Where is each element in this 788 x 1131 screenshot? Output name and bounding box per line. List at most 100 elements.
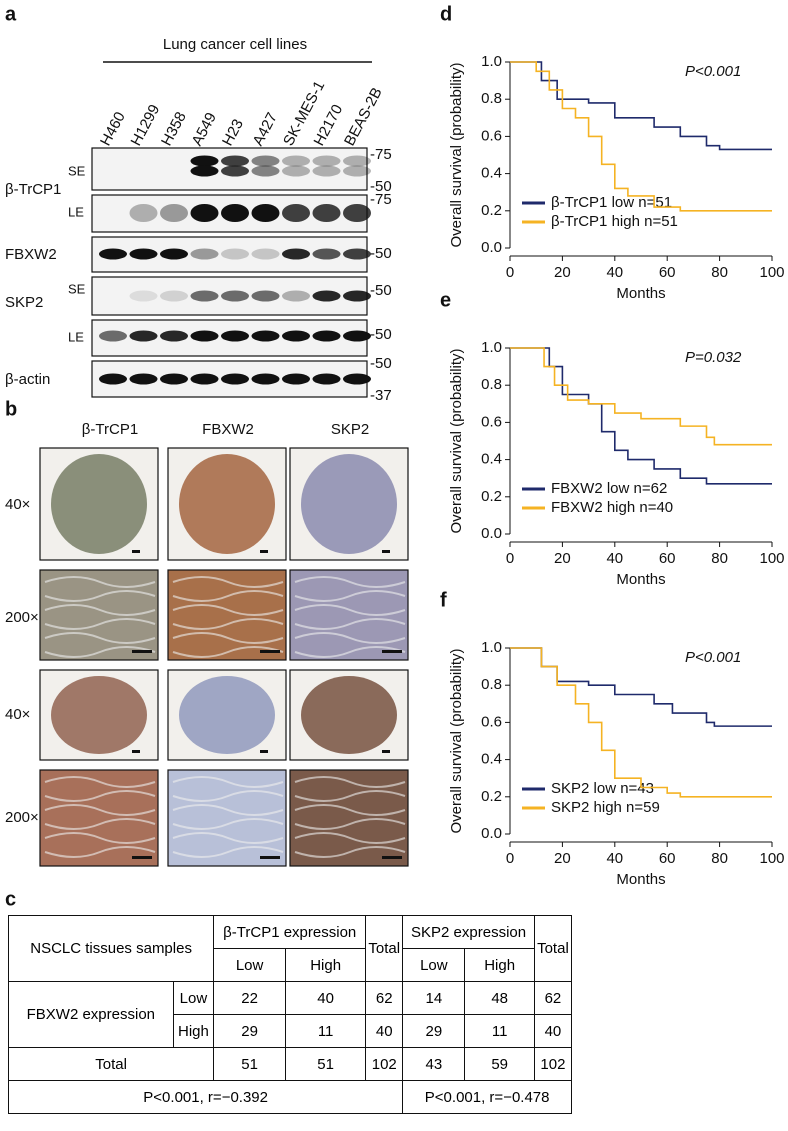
panel-label: b [5, 398, 17, 420]
tissue-core [51, 454, 147, 554]
x-tick-label: 80 [711, 264, 728, 281]
cell: Low [172, 981, 215, 1015]
band [99, 373, 127, 385]
band [190, 204, 219, 222]
panel-label: f [440, 589, 447, 611]
exposure-label: LE [68, 204, 84, 219]
band [343, 204, 371, 222]
exposure-label: LE [68, 329, 84, 344]
x-tick-label: 0 [506, 550, 514, 567]
lane-label: BEAS-2B [341, 85, 386, 149]
tissue-texture [294, 776, 406, 788]
x-tick-label: 60 [659, 550, 676, 567]
y-tick-label: 1.0 [481, 639, 502, 656]
mw-marker: -50 [370, 282, 392, 299]
mw-marker: -37 [370, 387, 392, 404]
protein-label: β-actin [5, 371, 50, 388]
tissue-texture [44, 618, 156, 630]
lane-label: A427 [250, 110, 281, 149]
band [282, 248, 310, 260]
band [282, 165, 310, 177]
survival-curve [510, 347, 772, 446]
band [190, 330, 219, 342]
tissue-texture [44, 576, 156, 588]
tissue-core [179, 454, 275, 554]
cell: 11 [285, 1014, 367, 1048]
band [251, 373, 280, 385]
band [251, 155, 280, 167]
band [221, 373, 249, 385]
ihc-row: 200× [5, 809, 39, 826]
tissue-texture [294, 804, 406, 816]
tissue-texture [294, 790, 406, 802]
band [312, 330, 341, 342]
cell: P<0.001, r=−0.478 [402, 1080, 572, 1114]
tissue-texture [44, 590, 156, 602]
tissue-texture [294, 646, 406, 658]
y-tick-label: 0.8 [481, 676, 502, 693]
legend-label: FBXW2 low n=62 [551, 480, 667, 497]
band [282, 204, 310, 222]
cell: NSCLC tissues samples [7, 915, 215, 982]
tissue-texture [172, 804, 284, 816]
exposure-label: SE [68, 163, 86, 178]
cell: SKP2 expression [402, 915, 535, 949]
y-tick-label: 0.6 [481, 127, 502, 144]
tissue-core [301, 454, 397, 554]
cell: High [464, 948, 535, 982]
cell: 29 [402, 1014, 466, 1048]
scale-bar [132, 650, 152, 653]
tissue-texture [44, 646, 156, 658]
y-tick-label: 0.2 [481, 202, 502, 219]
tissue-texture [44, 846, 156, 858]
band [99, 330, 127, 342]
tissue-texture [172, 576, 284, 588]
tissue-texture [172, 818, 284, 830]
x-axis-label: Months [616, 571, 665, 588]
tissue-texture [294, 632, 406, 644]
y-axis-label: Overall survival (probability) [448, 648, 465, 833]
band [312, 290, 341, 302]
y-tick-label: 0.6 [481, 413, 502, 430]
tissue-texture [294, 618, 406, 630]
cell: FBXW2 expression [8, 981, 174, 1048]
scale-bar [382, 750, 390, 753]
tissue-texture [172, 832, 284, 844]
x-tick-label: 20 [554, 550, 571, 567]
band [282, 330, 310, 342]
cell: Total [533, 915, 573, 982]
cell: 51 [213, 1047, 287, 1081]
x-tick-label: 100 [759, 264, 784, 281]
band [129, 330, 158, 342]
tissue-texture [172, 790, 284, 802]
band [343, 373, 371, 385]
panel-label: a [5, 3, 17, 25]
x-tick-label: 60 [659, 850, 676, 867]
band [221, 204, 249, 222]
band [190, 155, 219, 167]
tissue-texture [44, 832, 156, 844]
scale-bar [260, 550, 268, 553]
band [190, 248, 219, 260]
ihc-column: FBXW2 [202, 421, 254, 438]
band [129, 373, 158, 385]
cell: 102 [365, 1047, 404, 1081]
cell: 11 [464, 1014, 535, 1048]
x-tick-label: 20 [554, 850, 571, 867]
survival-curve [510, 647, 772, 798]
tissue-texture [172, 646, 284, 658]
cell: 102 [533, 1047, 573, 1081]
band [343, 165, 371, 177]
band [129, 248, 158, 260]
ihc-row: 200× [5, 609, 39, 626]
scale-bar [382, 650, 402, 653]
cell: Total [7, 1047, 215, 1081]
cell: 40 [285, 981, 367, 1015]
cell: 40 [365, 1014, 404, 1048]
ihc-column: β-TrCP1 [82, 421, 138, 438]
x-tick-label: 20 [554, 264, 571, 281]
band [312, 165, 341, 177]
tissue-texture [172, 604, 284, 616]
cell: 62 [365, 981, 404, 1015]
scale-bar [132, 856, 152, 859]
